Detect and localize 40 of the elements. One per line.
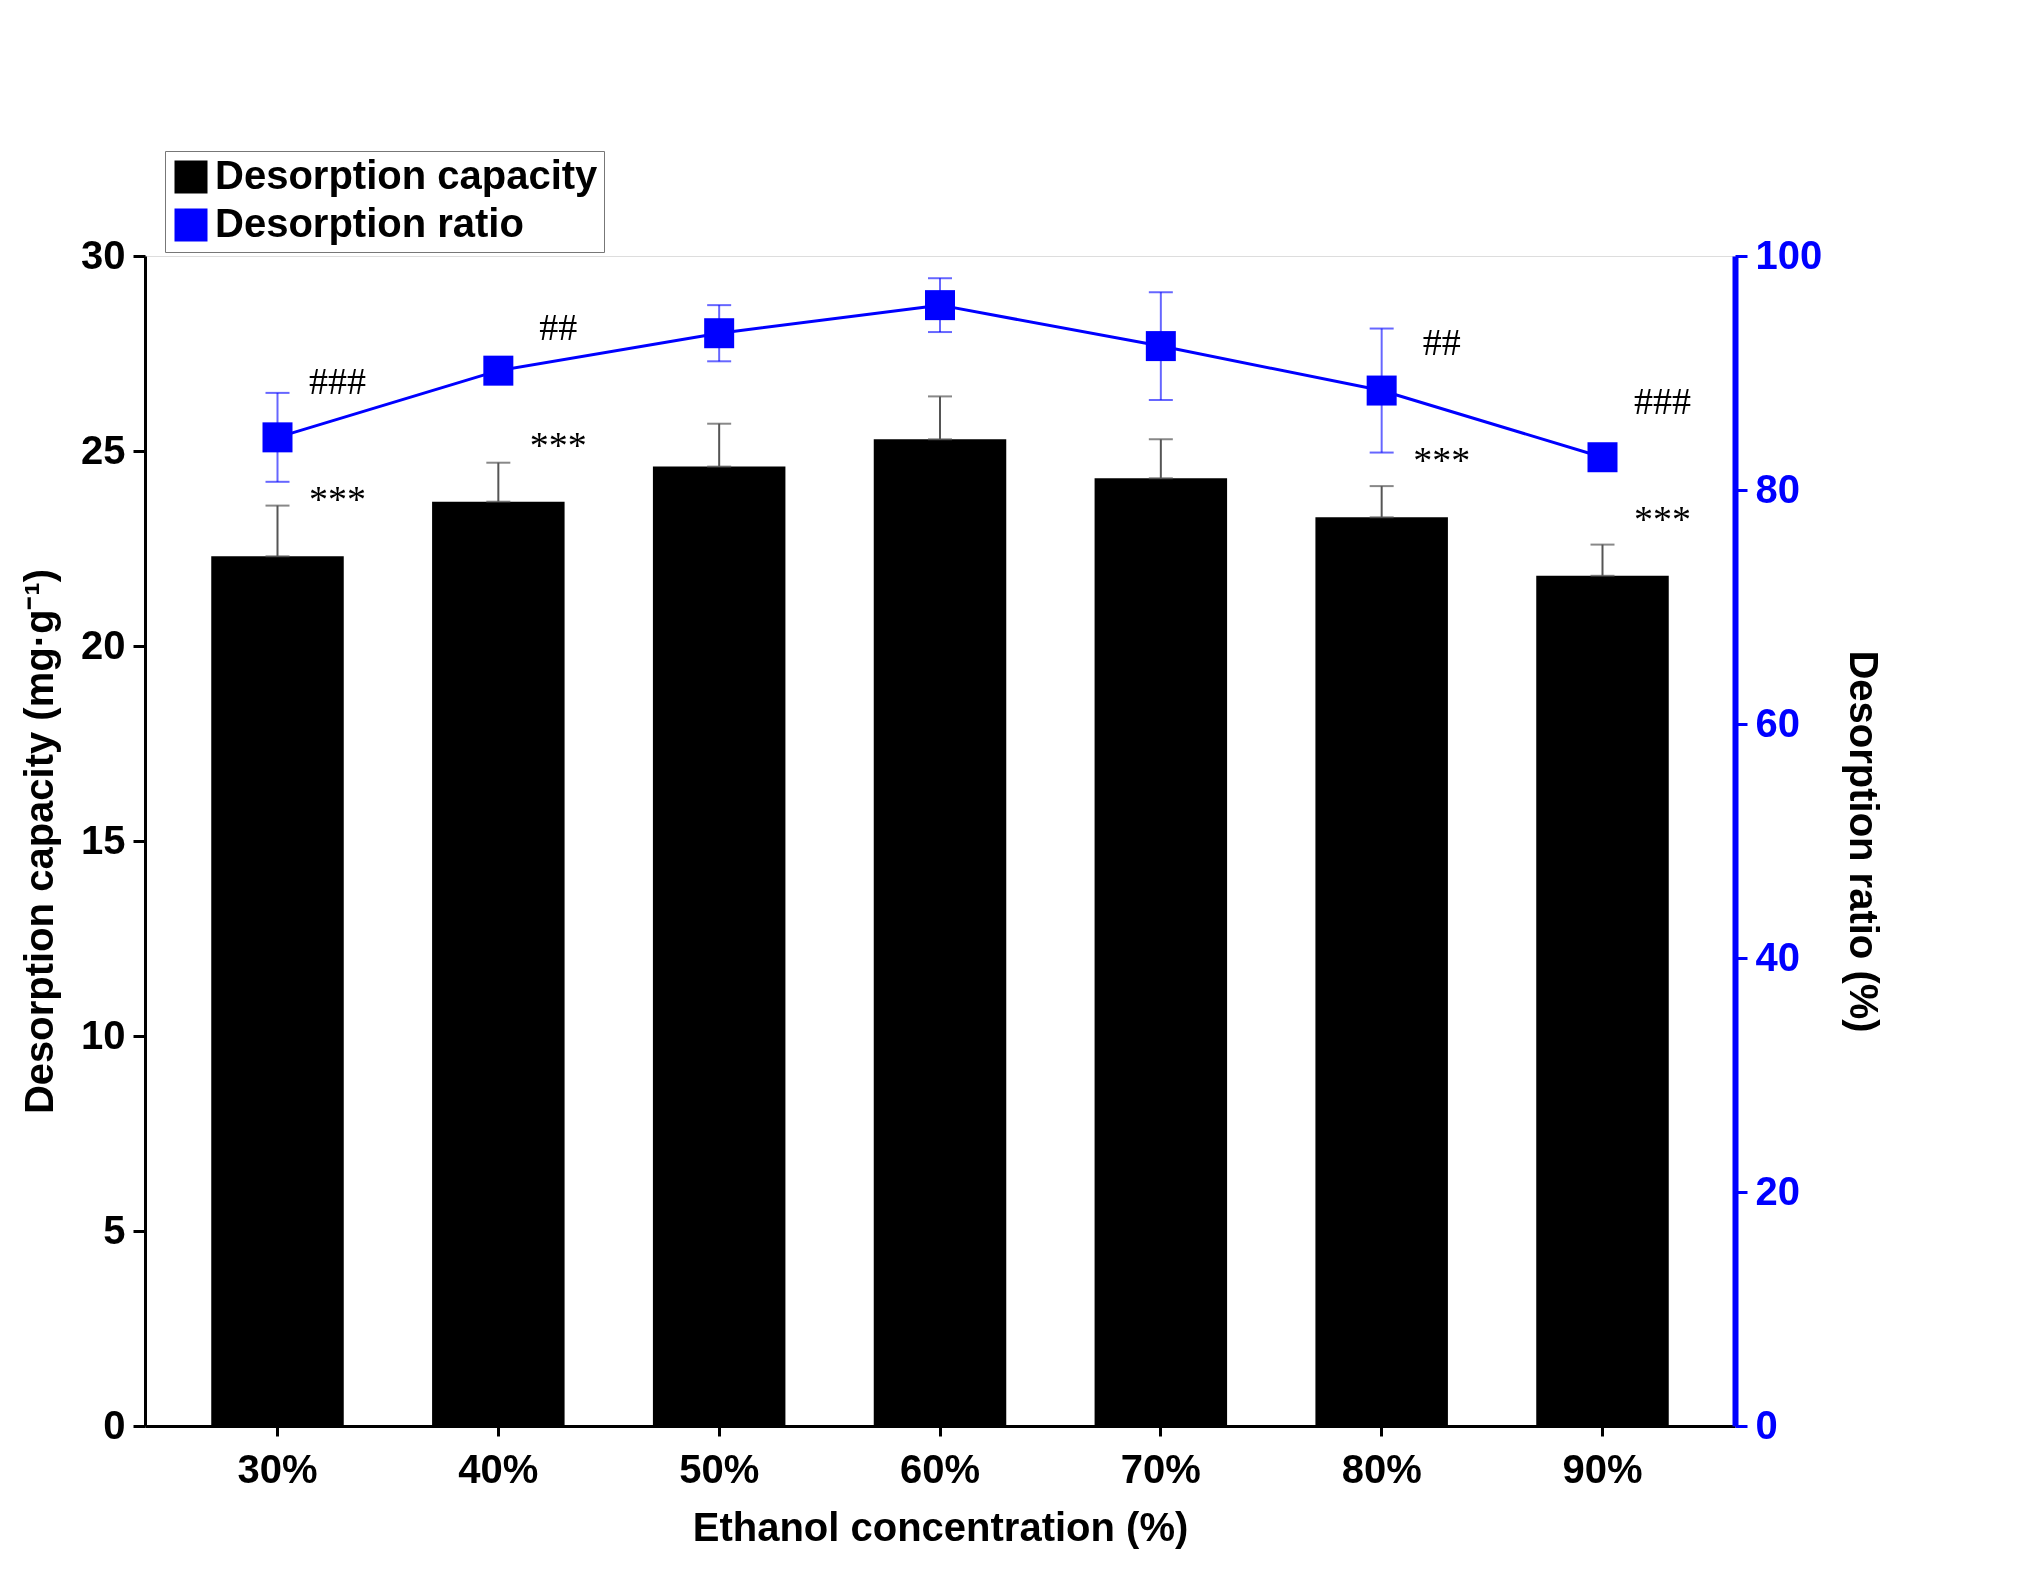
y-tick-label: 25 bbox=[81, 427, 126, 472]
y-tick-label: 20 bbox=[81, 622, 126, 667]
annotation: *** bbox=[309, 478, 366, 521]
y-tick-label: 10 bbox=[81, 1012, 126, 1057]
point bbox=[1145, 331, 1176, 362]
x-tick-label: 60% bbox=[899, 1446, 981, 1491]
y2-tick-label: 80 bbox=[1755, 466, 1800, 511]
annotation: *** bbox=[1413, 439, 1471, 482]
y-tick-label: 30 bbox=[81, 232, 126, 277]
annotation: ## bbox=[1422, 321, 1461, 364]
y-tick-label: 5 bbox=[103, 1207, 126, 1252]
point bbox=[925, 290, 955, 321]
y2-tick-label: 0 bbox=[1755, 1402, 1778, 1447]
point bbox=[483, 355, 514, 386]
annotation: ### bbox=[1634, 379, 1691, 422]
legend-label: Desorption capacity bbox=[215, 153, 599, 197]
y2-tick-label: 20 bbox=[1755, 1168, 1800, 1213]
x-tick-label: 40% bbox=[458, 1446, 539, 1491]
x-tick-label: 50% bbox=[679, 1446, 760, 1491]
x-tick-label: 30% bbox=[237, 1446, 318, 1491]
point bbox=[262, 422, 293, 453]
y-tick-label: 15 bbox=[81, 817, 126, 862]
point bbox=[704, 318, 735, 349]
x-tick-label: 90% bbox=[1562, 1446, 1643, 1491]
y-axis-title: Desorption capacity (mg·g⁻¹) bbox=[17, 568, 62, 1115]
x-tick-label: 80% bbox=[1341, 1446, 1422, 1491]
y2-axis-title: Desorption ratio (%) bbox=[1842, 650, 1887, 1033]
y-tick-label: 0 bbox=[103, 1402, 126, 1447]
annotation: ## bbox=[539, 305, 578, 348]
x-axis-title: Ethanol concentration (%) bbox=[692, 1504, 1189, 1549]
x-tick-label: 70% bbox=[1120, 1446, 1201, 1491]
annotation: *** bbox=[529, 423, 587, 466]
y2-tick-label: 100 bbox=[1755, 232, 1823, 277]
y2-tick-label: 40 bbox=[1755, 934, 1800, 979]
point bbox=[1587, 442, 1618, 473]
y2-tick-label: 60 bbox=[1755, 700, 1800, 745]
legend-label: Desorption ratio bbox=[215, 201, 524, 245]
point bbox=[1366, 375, 1397, 406]
annotation: ### bbox=[309, 360, 366, 403]
annotation: *** bbox=[1634, 497, 1691, 540]
